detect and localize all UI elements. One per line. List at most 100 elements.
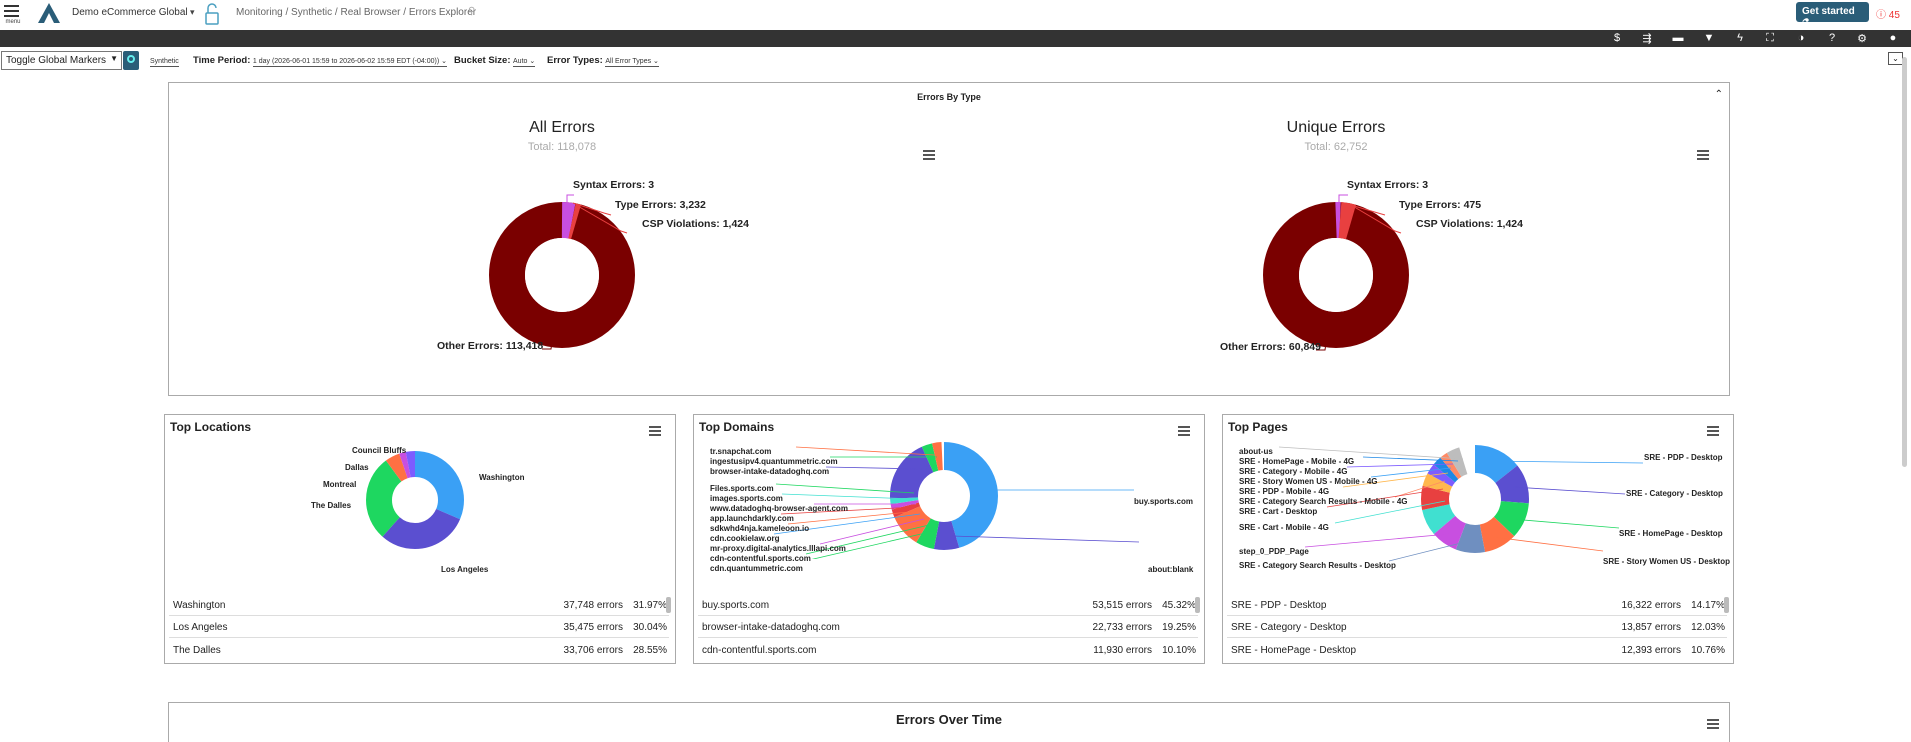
toolbar: $ ⇶ ▬ ▼ ϟ ⛶ ◑ ? ⚙ ● — [0, 30, 1911, 47]
alert-counter[interactable]: ⓘ 45 — [1876, 6, 1900, 21]
scrollbar[interactable] — [1195, 597, 1200, 613]
chart-label: tr.snapchat.com — [710, 447, 772, 456]
chart-label: www.datadoghq-browser-agent.com — [710, 504, 848, 513]
all-errors-donut — [489, 194, 635, 350]
table-row[interactable]: SRE - PDP - Desktop 16,322 errors 14.17% — [1227, 596, 1727, 616]
panel-title: Top Domains — [699, 420, 775, 434]
row-name: Washington — [173, 600, 226, 611]
comment-icon[interactable]: ▬ — [1672, 32, 1684, 44]
other-errors-label: Other Errors: 60,849 — [1220, 341, 1321, 353]
user-icon[interactable]: ● — [1889, 32, 1897, 44]
pin-icon[interactable]: ⚲ — [468, 6, 476, 17]
chart-label: SRE - Cart - Mobile - 4G — [1239, 523, 1329, 532]
chart-label: Washington — [479, 473, 525, 482]
help-icon[interactable]: ? — [1828, 32, 1836, 44]
table-row[interactable]: buy.sports.com 53,515 errors 45.32% — [698, 596, 1198, 616]
chart-label: SRE - Cart - Desktop — [1239, 507, 1318, 516]
row-name: SRE - HomePage - Desktop — [1231, 645, 1357, 656]
global-markers-select[interactable]: Toggle Global Markers ▼ — [1, 51, 122, 70]
top-pages-menu-icon[interactable] — [1707, 424, 1719, 438]
table-row[interactable]: cdn-contentful.sports.com 11,930 errors … — [698, 641, 1198, 661]
errors-over-time-menu-icon[interactable] — [1707, 717, 1719, 731]
menu-label: menu — [5, 19, 21, 25]
org-dropdown-icon[interactable]: ▾ — [190, 7, 195, 17]
csp-violations-label: CSP Violations: 1,424 — [1416, 218, 1523, 230]
unique-errors-menu-icon[interactable] — [1697, 148, 1709, 162]
expand-icon[interactable]: ⛶ — [1766, 32, 1774, 44]
chart-label: ingestusipv4.quantummetric.com — [710, 457, 838, 466]
error-types-label: Error Types: — [547, 55, 603, 66]
page-scrollbar-thumb[interactable] — [1902, 57, 1907, 467]
menu-button[interactable]: menu — [4, 2, 22, 25]
chart-label: buy.sports.com — [1134, 497, 1193, 506]
table-row[interactable]: Los Angeles 35,475 errors 30.04% — [169, 618, 669, 638]
row-count: 22,733 errors — [1092, 622, 1152, 633]
row-name: buy.sports.com — [702, 600, 770, 611]
chart-label: about:blank — [1148, 565, 1194, 574]
get-started-button[interactable]: Get started ⚗ — [1796, 2, 1869, 27]
panel-title: Errors By Type — [917, 92, 981, 102]
top-locations-menu-icon[interactable] — [649, 424, 661, 438]
chart-label: Council Bluffs — [352, 446, 407, 455]
filter-icon[interactable]: ▼ — [1703, 32, 1715, 44]
row-percent: 12.03% — [1691, 622, 1725, 633]
chart-label: The Dalles — [311, 501, 352, 510]
top-pages-panel: Top Pages — [1222, 414, 1734, 664]
chevron-down-icon: ⌄ — [527, 58, 536, 67]
row-count: 53,515 errors — [1092, 600, 1152, 611]
scrollbar[interactable] — [1724, 597, 1729, 613]
table-row[interactable]: browser-intake-datadoghq.com 22,733 erro… — [698, 618, 1198, 638]
chevron-down-icon: ⌄ — [439, 58, 447, 67]
collapse-panel-icon[interactable]: ⌃ — [1714, 89, 1723, 100]
time-period-label: Time Period: — [193, 55, 251, 66]
panel-title: Top Locations — [170, 420, 252, 434]
chart-label: SRE - Category Search Results - Desktop — [1239, 561, 1396, 570]
filter-bar: Toggle Global Markers ▼ Synthetic Time P… — [0, 51, 1911, 73]
table-row[interactable]: SRE - HomePage - Desktop 12,393 errors 1… — [1227, 641, 1727, 661]
chart-label: Files.sports.com — [710, 484, 774, 493]
chart-label: SRE - PDP - Desktop — [1644, 453, 1723, 462]
marker-pin-button[interactable] — [123, 51, 139, 70]
row-count: 16,322 errors — [1621, 600, 1681, 611]
org-name[interactable]: Demo eCommerce Global — [72, 7, 188, 18]
chart-label: SRE - Category Search Results - Mobile -… — [1239, 497, 1408, 506]
chart-label: cdn.cookielaw.org — [710, 534, 780, 543]
error-types-filter[interactable]: Error Types: All Error Types ⌄ — [547, 55, 659, 67]
unlock-icon[interactable] — [205, 2, 219, 31]
select-arrow-icon: ▼ — [110, 54, 118, 63]
scrollbar[interactable] — [666, 597, 671, 613]
top-domains-menu-icon[interactable] — [1178, 424, 1190, 438]
table-row[interactable]: The Dalles 33,706 errors 28.55% — [169, 641, 669, 661]
chevron-down-icon: ⌄ — [1892, 54, 1899, 63]
row-count: 37,748 errors — [563, 600, 623, 611]
bolt-icon[interactable]: ϟ — [1737, 32, 1743, 44]
row-count: 13,857 errors — [1621, 622, 1681, 633]
time-period-filter[interactable]: Time Period: 1 day (2026-06-01 15:59 to … — [193, 55, 447, 67]
source-value: Synthetic — [150, 58, 179, 67]
chart-label: browser-intake-datadoghq.com — [710, 467, 830, 476]
page-scrollbar[interactable] — [1901, 52, 1909, 470]
chart-label: SRE - PDP - Mobile - 4G — [1239, 487, 1330, 496]
contrast-icon[interactable]: ◑ — [1797, 32, 1805, 44]
share-icon[interactable]: ⇶ — [1642, 33, 1652, 45]
table-row[interactable]: SRE - Category - Desktop 13,857 errors 1… — [1227, 618, 1727, 638]
app-logo-icon[interactable] — [37, 2, 61, 29]
errors-over-time-panel: Errors Over Time — [168, 702, 1730, 742]
table-row[interactable]: Washington 37,748 errors 31.97% — [169, 596, 669, 616]
row-name: cdn-contentful.sports.com — [702, 645, 817, 656]
source-filter[interactable]: Synthetic — [150, 55, 179, 67]
panel-title: Top Pages — [1228, 420, 1288, 434]
row-count: 11,930 errors — [1093, 645, 1152, 656]
time-period-value: 1 day (2026-06-01 15:59 to 2026-06-02 15… — [252, 58, 440, 67]
bucket-size-filter[interactable]: Bucket Size: Auto ⌄ — [454, 55, 536, 67]
row-percent: 31.97% — [633, 600, 667, 611]
dollar-icon[interactable]: $ — [1613, 32, 1621, 44]
other-errors-label: Other Errors: 113,418 — [437, 340, 544, 352]
chart-label: SRE - Category - Mobile - 4G — [1239, 467, 1348, 476]
panel-title: Errors Over Time — [896, 712, 1002, 727]
row-count: 33,706 errors — [563, 645, 623, 656]
gear-icon[interactable]: ⚙ — [1857, 33, 1867, 45]
flask-icon: ⚗ — [1802, 17, 1811, 27]
all-errors-menu-icon[interactable] — [923, 148, 935, 162]
global-markers-value: Toggle Global Markers — [6, 55, 107, 66]
